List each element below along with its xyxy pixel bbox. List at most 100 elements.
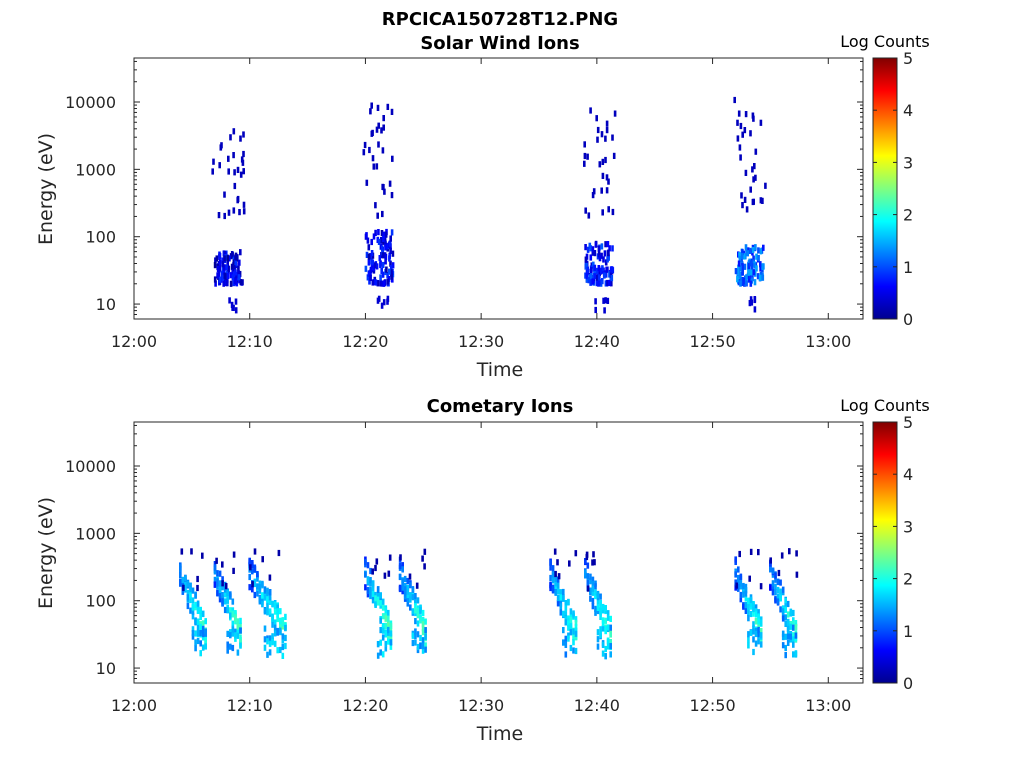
plot-frame: 12:00 12:10 12:20 12:30 12:40 12:50 13:00 10 100… <box>65 421 864 715</box>
spectrogram-cell <box>611 208 615 216</box>
spectrogram-cell <box>389 626 393 633</box>
spectrogram-cell <box>381 598 385 605</box>
spectrogram-cell <box>241 279 244 286</box>
spectrogram-cell <box>751 246 755 254</box>
spectrogram-cell <box>554 580 557 587</box>
spectrogram-cell <box>602 256 605 263</box>
x-tick-label: 12:00 <box>111 332 157 351</box>
spectrogram-cell <box>382 235 385 242</box>
spectrogram-cell <box>761 197 764 204</box>
spectrogram-cell <box>747 597 750 604</box>
spectrogram-cell <box>382 115 385 122</box>
spectrogram-cell <box>794 624 798 631</box>
spectrogram-cell <box>221 580 224 587</box>
spectrogram-cell <box>191 608 195 615</box>
spectrogram-cell <box>585 262 588 270</box>
spectrogram-cell <box>551 577 555 584</box>
spectrogram-cell <box>366 576 370 583</box>
spectrogram-cell <box>594 609 597 616</box>
spectrogram-cell <box>747 276 751 283</box>
spectrogram-cell <box>374 564 377 572</box>
spectrogram-cell <box>754 244 757 251</box>
spectrogram-cell <box>186 602 190 610</box>
spectrogram-cell <box>572 628 575 635</box>
spectrogram-cell <box>595 280 599 287</box>
spectrogram-cell <box>754 640 758 647</box>
spectrogram-cell <box>261 601 264 608</box>
spectrogram-cell <box>610 280 613 287</box>
spectrogram-cell <box>591 278 595 285</box>
spectrogram-cell <box>759 616 763 623</box>
spectrogram-cell <box>213 564 217 571</box>
spectrogram-cell <box>792 617 795 624</box>
colorbar-tick-label: 4 <box>903 465 913 484</box>
spectrogram-cell <box>242 168 245 175</box>
spectrogram-cell <box>380 237 383 244</box>
spectrogram-cell <box>553 548 557 555</box>
spectrogram-cell <box>600 252 603 259</box>
spectrogram-cell <box>383 188 386 195</box>
spectrogram-cell <box>757 255 760 262</box>
spectrogram-cell <box>216 265 220 273</box>
spectrogram-cell <box>421 643 425 650</box>
spectrogram-cell <box>738 550 741 558</box>
spectrogram-cell <box>389 630 393 637</box>
spectrogram-cell <box>253 578 257 585</box>
spectrogram-cell <box>216 570 219 577</box>
spectrogram-cell <box>375 163 379 170</box>
spectrogram-cell <box>179 572 182 579</box>
spectrogram-cell <box>237 274 241 281</box>
spectrogram-cell <box>421 555 424 562</box>
spectrogram-cell <box>741 264 744 271</box>
spectrogram-cell <box>606 241 610 248</box>
spectrogram-cell <box>739 272 742 279</box>
spectrogram-cell <box>273 619 277 626</box>
spectrogram-cell <box>556 582 560 589</box>
spectrogram-cell <box>191 587 195 594</box>
spectrogram-cell <box>377 238 381 245</box>
spectrogram-cell <box>574 630 578 637</box>
spectrogram-cell <box>212 158 215 165</box>
spectrogram-cell <box>593 264 597 271</box>
spectrogram-cell <box>742 591 745 598</box>
spectrogram-cell <box>223 264 226 271</box>
spectrogram-cell <box>381 634 385 641</box>
spectrogram-cell <box>391 250 395 257</box>
spectrogram-cell <box>379 599 382 606</box>
spectrogram-cell <box>227 168 230 175</box>
spectrogram-cell <box>784 606 787 613</box>
spectrogram-cell <box>263 594 267 601</box>
spectrogram-cell <box>564 651 568 658</box>
spectrogram-cell <box>776 578 780 586</box>
spectrogram-cell <box>776 586 780 594</box>
spectrogram-cell <box>204 636 207 643</box>
spectrogram-cell <box>592 551 595 558</box>
spectrogram-cell <box>605 127 609 134</box>
spectrogram-cell <box>750 263 754 270</box>
spectrogram-cell <box>261 580 264 587</box>
spectrogram-cell <box>607 178 610 185</box>
spectrogram-cell <box>386 272 389 279</box>
spectrogram-cell <box>599 279 602 286</box>
x-tick-label: 12:20 <box>342 696 388 715</box>
spectrogram-cell <box>602 297 605 304</box>
spectrogram-cell <box>594 589 597 596</box>
spectrogram-cell <box>597 245 601 252</box>
spectrogram-cell <box>739 573 743 580</box>
spectrogram-cell <box>419 617 422 624</box>
y-tick-label: 10000 <box>65 93 116 112</box>
spectrogram-cell <box>759 119 763 126</box>
spectrogram-cell <box>389 247 392 254</box>
spectrogram-cell <box>365 232 368 239</box>
spectrogram-cell <box>599 607 602 615</box>
solar-wind-panel: Solar Wind Ions Log Counts Time Energy (… <box>35 32 930 381</box>
spectrogram-cell <box>759 248 763 255</box>
spectrogram-cell <box>739 280 742 287</box>
spectrogram-cell <box>201 634 205 641</box>
spectrogram-cell <box>239 249 242 256</box>
spectrogram-cell <box>253 548 257 555</box>
spectrogram-cell <box>216 589 219 596</box>
spectrogram-cell <box>792 651 795 658</box>
spectrogram-cell <box>382 124 385 131</box>
spectrogram-cell <box>421 609 425 617</box>
